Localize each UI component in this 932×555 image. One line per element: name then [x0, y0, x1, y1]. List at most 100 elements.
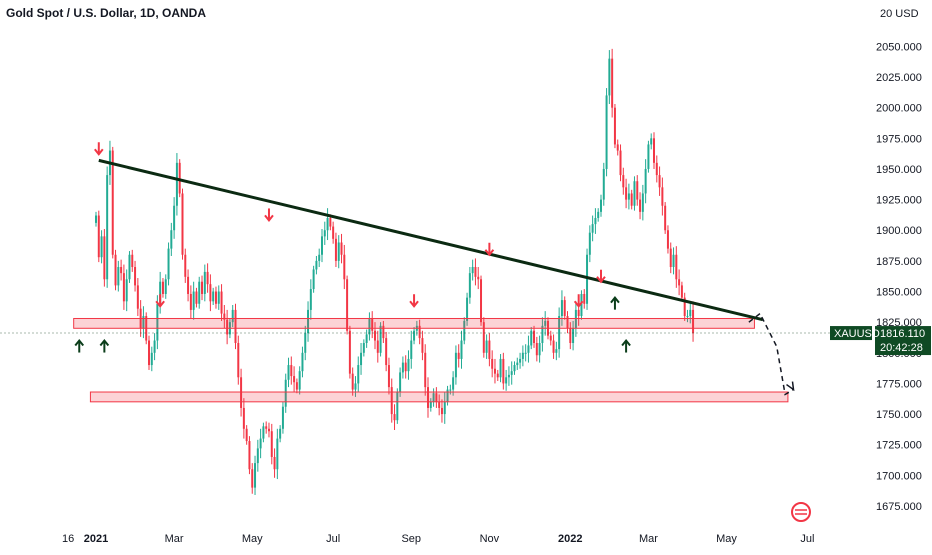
candle-body [496, 373, 499, 378]
candle-body [323, 230, 326, 237]
candle-body [639, 199, 642, 212]
candle-body [217, 291, 220, 304]
candle-body [393, 414, 396, 421]
candle-body [491, 358, 494, 369]
candle-body [468, 273, 471, 298]
candle-body [653, 138, 655, 163]
candle-body [577, 309, 580, 317]
candle-body [368, 318, 371, 335]
candle-body [128, 254, 131, 280]
candle-body [549, 335, 552, 341]
candle-body [293, 376, 296, 383]
candle-body [192, 291, 195, 310]
up-arrowhead [610, 296, 620, 304]
candle-body [304, 333, 307, 353]
candle-body [295, 382, 298, 390]
candle-body [209, 284, 212, 302]
candle-body [644, 168, 647, 194]
candle-body [262, 426, 265, 439]
candle-body [583, 293, 586, 304]
candle-body [521, 352, 524, 359]
candle-body [231, 309, 234, 323]
candle-body [471, 267, 474, 274]
candle-body [516, 362, 519, 366]
down-arrowhead [409, 300, 419, 308]
candle-body [214, 291, 217, 304]
candle-body [457, 352, 460, 359]
candle-body [320, 236, 323, 255]
candle-body [686, 316, 689, 318]
candle-body [237, 342, 240, 378]
y-tick-label: 1775.000 [876, 378, 922, 390]
candle-body [242, 407, 245, 429]
candle-body [259, 438, 262, 449]
candle-body [605, 95, 608, 169]
candle-body [337, 242, 340, 261]
x-tick-label: May [716, 533, 737, 545]
candle-body [438, 401, 441, 408]
candle-body [588, 232, 591, 255]
candle-body [206, 271, 209, 285]
candle-body [440, 407, 443, 415]
candle-body [360, 352, 363, 366]
candle-body [558, 316, 561, 350]
candle-body [669, 248, 672, 268]
x-tick-label: Nov [480, 533, 500, 545]
candle-body [454, 352, 457, 378]
candle-body [106, 175, 109, 280]
candle-body [334, 238, 337, 261]
y-tick-label: 1925.000 [876, 195, 922, 207]
candle-body [619, 150, 622, 176]
candle-body [329, 217, 332, 227]
candle-body [198, 281, 201, 304]
candle-body [625, 187, 628, 200]
candle-body [460, 340, 463, 359]
candle-body [315, 260, 318, 270]
candle-body [655, 162, 658, 176]
candle-body [597, 211, 600, 218]
candle-body [535, 342, 538, 356]
candle-body [234, 309, 237, 343]
y-tick-label: 2025.000 [876, 72, 922, 84]
candle-body [650, 138, 653, 145]
candle-body [413, 330, 416, 341]
candle-body [136, 285, 139, 309]
candle-body [189, 293, 192, 310]
candle-body [647, 144, 650, 169]
candle-body [510, 371, 513, 375]
candle-body [153, 340, 156, 353]
down-arrowhead [94, 148, 104, 156]
candle-body [326, 217, 329, 231]
candle-body [100, 236, 103, 258]
candle-body [340, 242, 343, 255]
candle-body [150, 352, 153, 366]
candle-body [276, 438, 279, 470]
candle-body [524, 352, 527, 354]
candle-body [161, 281, 164, 294]
candle-body [633, 181, 636, 206]
candle-body [477, 276, 480, 280]
candle-body [365, 334, 368, 343]
candle-body [555, 349, 558, 353]
candle-body [382, 325, 385, 339]
candle-body [173, 205, 176, 231]
candle-body [594, 217, 597, 225]
candle-body [675, 254, 678, 280]
candle-body [131, 254, 134, 268]
y-tick-label: 1700.000 [876, 470, 922, 482]
candle-body [538, 342, 541, 356]
last-price-countdown: 20:42:28 [880, 342, 923, 354]
down-arrowhead [484, 249, 495, 257]
candle-body [608, 58, 611, 96]
candle-body [683, 297, 686, 317]
candle-body [664, 205, 667, 231]
x-tick-label: Sep [401, 533, 421, 545]
candle-body [689, 309, 692, 317]
candle-body [298, 371, 301, 390]
candle-body [586, 254, 589, 304]
candle-body [599, 199, 602, 212]
candle-body [401, 362, 404, 373]
candle-body [265, 426, 268, 429]
